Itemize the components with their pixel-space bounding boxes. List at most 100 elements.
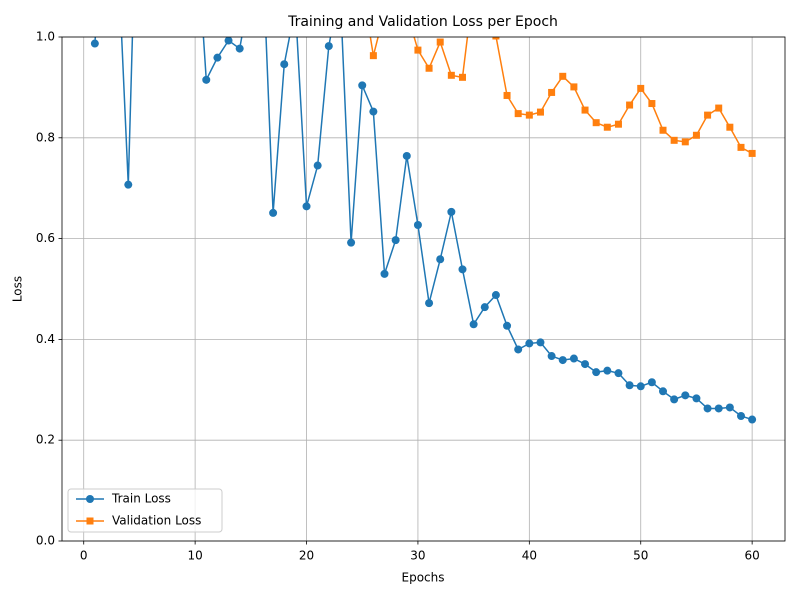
legend-label: Validation Loss [112,514,201,528]
x-tick-label: 10 [187,549,202,563]
marker [347,238,356,247]
marker [458,265,467,274]
marker [536,108,544,116]
marker [469,320,478,329]
x-tick-label: 60 [744,549,759,563]
marker [436,38,444,46]
marker [625,381,634,390]
marker [358,81,367,90]
marker [480,303,489,312]
marker [235,44,244,53]
plot-area [90,3,757,424]
marker [748,149,756,157]
marker [637,84,645,92]
marker [569,354,578,363]
marker [202,75,211,84]
marker [492,37,500,40]
marker [280,60,289,69]
marker [514,110,522,118]
marker [514,345,523,354]
marker [224,37,233,45]
marker [425,299,434,308]
marker [736,412,745,421]
marker [704,111,712,119]
marker [670,395,679,404]
marker [447,207,456,216]
marker [547,352,556,361]
marker [592,119,600,127]
marker [525,339,534,348]
marker [313,161,322,170]
axes-frame [61,36,786,542]
marker [324,42,333,51]
marker [124,180,133,189]
marker [659,387,668,396]
marker [425,64,433,72]
line [94,37,753,421]
marker [659,126,667,134]
marker [626,101,634,109]
y-tick-label: 0.2 [36,433,55,447]
y-tick-label: 0.8 [36,130,55,144]
y-tick-label: 0.0 [36,534,55,548]
marker [369,107,378,116]
marker [725,403,734,412]
marker [458,73,466,81]
marker [436,255,445,264]
marker [581,360,590,369]
y-axis-label: Loss [11,276,25,302]
marker [603,366,612,375]
x-tick-label: 0 [80,549,88,563]
marker [536,338,545,347]
marker [614,120,622,128]
legend-box [67,488,223,533]
x-tick-label: 20 [299,549,314,563]
marker [491,291,500,300]
marker [648,100,656,108]
y-tick-label: 0.6 [36,231,55,245]
marker [213,53,222,62]
marker [715,104,723,112]
marker [636,382,645,391]
legend-marker [86,517,94,525]
marker [570,83,578,91]
y-tick-label: 1.0 [36,30,55,44]
marker [703,404,712,413]
marker [402,151,411,160]
marker [413,220,422,229]
legend-marker [86,495,94,503]
marker [670,136,678,144]
marker [714,404,723,413]
marker [548,88,556,96]
marker [558,356,567,365]
marker [503,91,511,99]
marker [647,378,656,387]
marker [559,72,567,80]
marker [726,123,734,131]
marker [581,106,589,114]
marker [692,394,701,403]
marker [90,39,99,48]
marker [269,208,278,217]
legend-label: Train Loss [111,492,171,506]
marker [681,138,689,146]
x-axis-label: Epochs [402,571,445,585]
marker [592,368,601,377]
marker [447,71,455,79]
marker [614,369,623,378]
y-tick-label: 0.4 [36,332,55,346]
marker [748,415,757,424]
chart-title: Training and Validation Loss per Epoch [287,14,558,30]
marker [737,143,745,151]
marker [414,46,422,54]
marker [503,321,512,330]
marker [391,236,400,245]
marker [380,269,389,278]
marker [603,123,611,131]
marker [681,391,690,400]
marker [291,3,299,11]
marker [525,111,533,119]
x-tick-label: 30 [410,549,425,563]
marker [369,52,377,60]
